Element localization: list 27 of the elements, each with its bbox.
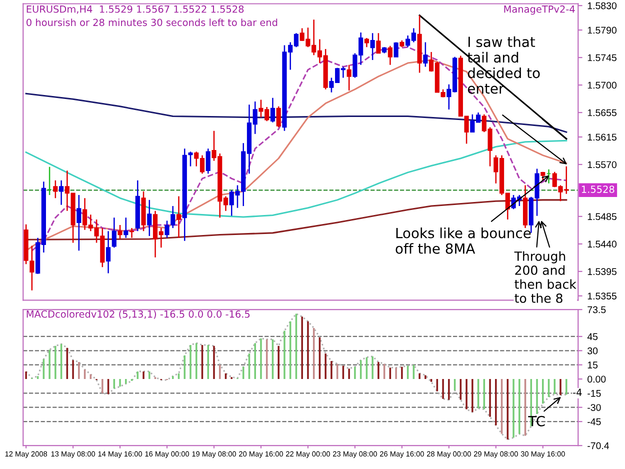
y-tick-label: 1.5745: [588, 54, 616, 62]
y-tick-label: 0.00: [588, 376, 606, 383]
y-tick-label: 45: [587, 333, 598, 340]
y-tick-label: 73.5: [588, 306, 606, 314]
y-tick-label: 1.5570: [588, 161, 617, 168]
annotation: TC: [528, 416, 545, 426]
text: 0 hoursish or 28 minutes 30 seconds left to bar end: [26, 18, 278, 26]
annotation: ManageTPv2-4: [504, 5, 575, 15]
y-tick-label: -45: [588, 418, 601, 426]
y-tick-label: 1.5615: [588, 134, 616, 141]
y-tick-label: 1.5485: [588, 213, 616, 220]
ref-line-label: 1.5528: [582, 186, 614, 193]
y-tick-label: 1.5655: [588, 109, 616, 116]
y-tick-label: 1.5355: [588, 292, 616, 300]
y-tick-label: -70.4: [588, 442, 610, 450]
y-tick-label: 1.5700: [588, 82, 617, 89]
chart-title: EURUSDm,H4 1.5529 1.5567 1.5522 1.5528: [26, 5, 244, 14]
chart-title: MACDcoloredv102 (5,13,1) -16.5 0.0 0.0 -16.5: [26, 310, 250, 319]
y-tick-label: 15: [588, 362, 598, 368]
y-tick-label: 1.5830: [588, 2, 617, 10]
y-tick-label: -30: [588, 404, 601, 411]
annotation: -4: [573, 388, 582, 396]
y-tick-label: 1.5395: [588, 268, 616, 276]
y-tick-label: 1.5790: [588, 26, 617, 34]
y-tick-label: 1.5440: [588, 240, 617, 248]
y-tick-label: -15: [588, 390, 601, 397]
y-tick-label: 30: [588, 347, 598, 354]
